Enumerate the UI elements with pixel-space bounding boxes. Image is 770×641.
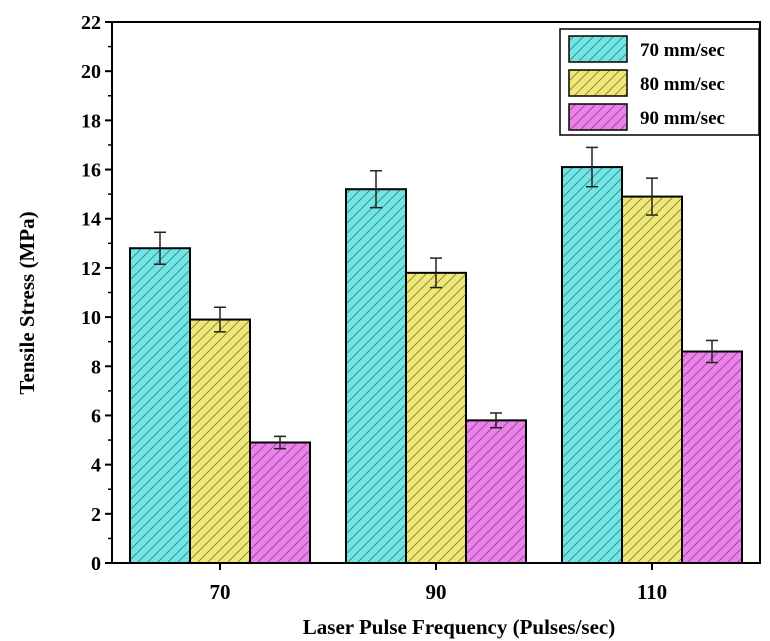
x-tick-label: 90 <box>426 580 447 604</box>
legend-label: 80 mm/sec <box>640 74 725 95</box>
y-axis-label: Tensile Stress (MPa) <box>15 211 39 394</box>
bar-hatch <box>250 442 310 563</box>
bar-hatch <box>346 189 406 563</box>
bar-hatch <box>130 248 190 563</box>
y-tick-label: 10 <box>81 307 101 329</box>
y-tick-label: 6 <box>91 405 101 427</box>
y-tick-label: 14 <box>81 209 101 231</box>
y-tick-label: 20 <box>81 61 101 83</box>
bar-hatch <box>466 420 526 563</box>
y-tick-label: 12 <box>81 258 101 280</box>
bar-hatch <box>562 167 622 563</box>
legend-label: 90 mm/sec <box>640 108 725 129</box>
x-axis-label: Laser Pulse Frequency (Pulses/sec) <box>303 615 615 639</box>
x-tick-label: 70 <box>210 580 231 604</box>
legend-swatch-hatch <box>569 70 627 96</box>
legend-label: 70 mm/sec <box>640 40 725 61</box>
y-tick-label: 8 <box>91 356 101 378</box>
x-tick-label: 110 <box>637 580 667 604</box>
y-tick-label: 2 <box>91 504 101 526</box>
bar-hatch <box>406 272 466 563</box>
axes-group: 0 2 4 6 8 10 12 14 16 18 20 22 70 90 110 <box>81 12 761 604</box>
y-tick-label: 4 <box>91 455 101 477</box>
y-tick-label: 22 <box>81 12 101 34</box>
y-tick-label: 18 <box>81 110 101 132</box>
bars-group <box>129 166 743 565</box>
bar-hatch <box>682 351 742 563</box>
y-tick-label: 0 <box>91 553 101 575</box>
legend-swatch-hatch <box>569 36 627 62</box>
legend: 70 mm/sec 80 mm/sec 90 mm/sec <box>559 28 760 136</box>
error-bars-group <box>154 146 718 450</box>
bar-hatch <box>622 196 682 563</box>
y-tick-label: 16 <box>81 160 101 182</box>
legend-swatch-hatch <box>569 104 627 130</box>
bar-hatch <box>190 319 250 563</box>
